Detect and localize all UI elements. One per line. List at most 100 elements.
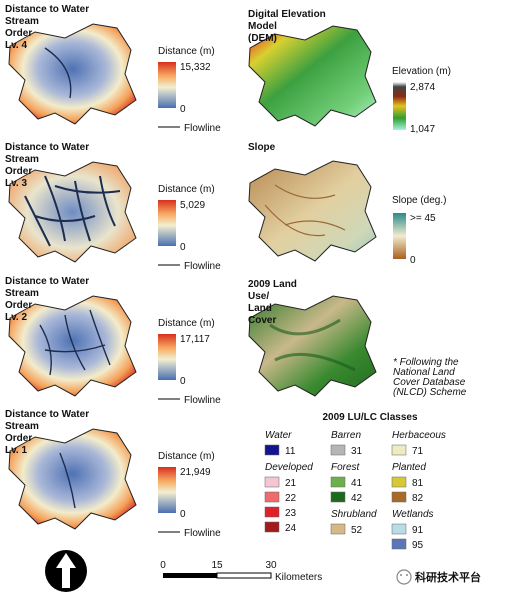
legend-max: 2,874 — [410, 82, 435, 93]
flowlines — [59, 452, 76, 509]
legend-title: Distance (m) — [158, 46, 215, 57]
class-swatch — [264, 476, 280, 488]
class-swatch — [264, 506, 280, 518]
title-line: Stream — [5, 16, 39, 27]
class-swatch — [330, 491, 346, 503]
watershed — [8, 23, 137, 125]
legend-max: 21,949 — [180, 467, 211, 478]
scale-tick: 0 — [160, 560, 166, 571]
slope-map — [248, 160, 377, 262]
watershed — [8, 161, 137, 263]
title-line: 2009 Land — [248, 279, 297, 290]
title-line: Distance to Water — [5, 4, 89, 15]
title-line: Cover Database — [393, 377, 466, 388]
legend-line: Flowline — [184, 528, 221, 539]
distance-map — [8, 23, 137, 125]
class-swatch — [391, 491, 407, 503]
title-line: Distance to Water — [5, 276, 89, 287]
flowlines — [24, 175, 121, 247]
legend-min: 0 — [180, 242, 186, 253]
title-line: * Following the — [393, 357, 459, 368]
legend-max: 17,117 — [180, 334, 210, 345]
title-line: Stream — [5, 288, 39, 299]
legend-title: Distance (m) — [158, 184, 215, 195]
watershed — [8, 295, 137, 397]
scale-tick: 15 — [211, 560, 223, 571]
title-line: Lv. 1 — [5, 445, 27, 456]
distance-map — [8, 161, 137, 263]
title-line: Order — [5, 28, 32, 39]
class-swatch — [391, 523, 407, 535]
class-code: 24 — [285, 523, 297, 534]
legend-line: Flowline — [184, 123, 221, 134]
legend-title: Slope (deg.) — [392, 195, 446, 206]
watermark-icon — [396, 569, 412, 585]
title-line: Digital Elevation — [248, 9, 326, 20]
legend-min: 0 — [410, 255, 416, 266]
color-bar — [393, 82, 406, 130]
class-group: Planted — [392, 462, 426, 473]
scale-bar — [163, 572, 272, 579]
legend-max: 5,029 — [180, 200, 205, 211]
title-line: Order — [5, 166, 32, 177]
legend-min: 0 — [180, 376, 186, 387]
color-bar — [158, 62, 176, 108]
north-arrow — [45, 550, 87, 592]
legend-title: Distance (m) — [158, 451, 215, 462]
land-cover-map — [248, 295, 377, 397]
legend-min: 0 — [180, 509, 186, 520]
class-group: Barren — [331, 430, 361, 441]
title-line: (NLCD) Scheme — [393, 387, 467, 398]
title-line: Land — [248, 303, 272, 314]
flowlines — [39, 309, 111, 376]
class-code: 71 — [412, 446, 424, 457]
legend-min: 1,047 — [410, 124, 435, 135]
watershed — [8, 428, 137, 530]
title-line: Order — [5, 300, 32, 311]
class-group: Herbaceous — [392, 430, 446, 441]
title-line: Lv. 4 — [5, 40, 27, 51]
class-swatch — [391, 444, 407, 456]
legend-line: Flowline — [184, 261, 221, 272]
class-group: Shrubland — [331, 509, 377, 520]
class-swatch — [264, 444, 280, 456]
title-line: Use/ — [248, 291, 269, 302]
class-code: 52 — [351, 525, 363, 536]
color-bar — [393, 213, 406, 259]
class-swatch — [264, 491, 280, 503]
legend-line: Flowline — [184, 395, 221, 406]
color-bar — [158, 200, 176, 246]
title-line: Distance to Water — [5, 142, 89, 153]
class-code: 91 — [412, 525, 424, 536]
legend-min: 0 — [180, 104, 186, 115]
color-bar — [158, 467, 176, 513]
scale-unit: Kilometers — [275, 572, 322, 583]
class-code: 82 — [412, 493, 424, 504]
class-code: 22 — [285, 493, 297, 504]
class-code: 31 — [351, 446, 363, 457]
title-line: Model — [248, 21, 277, 32]
class-group: Water — [265, 430, 292, 441]
color-bar — [158, 334, 176, 380]
title-line: (DEM) — [248, 33, 277, 44]
legend-title: Elevation (m) — [392, 66, 451, 77]
title-line: Order — [5, 433, 32, 444]
legend-max: >= 45 — [410, 213, 436, 224]
title-line: National Land — [393, 367, 455, 378]
scale-tick: 30 — [265, 560, 277, 571]
class-swatch — [330, 523, 346, 535]
title-line: Slope — [248, 142, 276, 153]
class-group: Forest — [331, 462, 361, 473]
legend-max: 15,332 — [180, 62, 211, 73]
watermark: 科研技术平台 — [415, 570, 481, 584]
class-swatch — [391, 476, 407, 488]
classes-title: 2009 LU/LC Classes — [322, 412, 417, 423]
class-code: 11 — [285, 446, 296, 457]
class-code: 81 — [412, 478, 424, 489]
distance-map — [8, 428, 137, 530]
class-code: 23 — [285, 508, 297, 519]
title-line: Stream — [5, 154, 39, 165]
class-code: 41 — [351, 478, 363, 489]
class-group: Wetlands — [392, 509, 434, 520]
